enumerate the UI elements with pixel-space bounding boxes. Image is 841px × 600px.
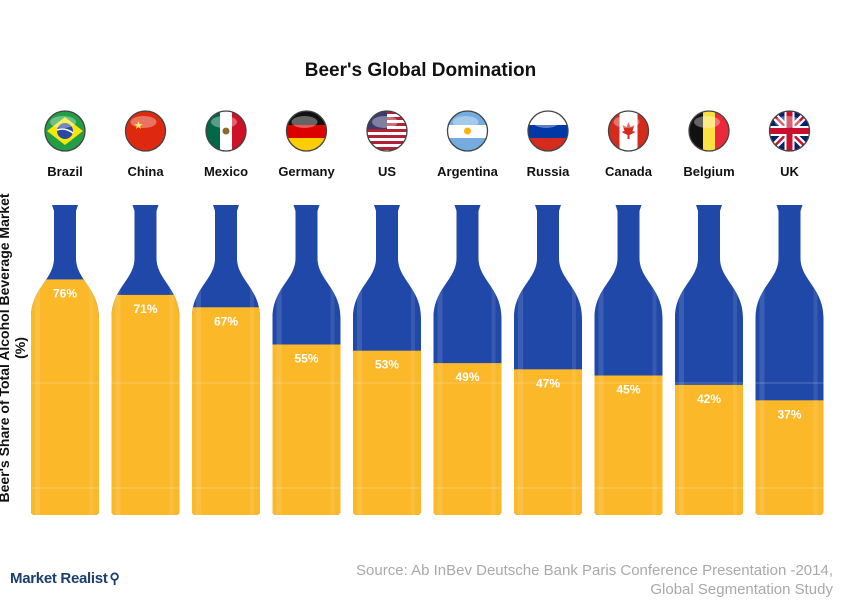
category-label: Russia	[527, 164, 570, 179]
uk-flag-icon	[768, 110, 811, 152]
magnifier-icon: ⚲	[109, 570, 120, 586]
germany-flag-icon	[285, 110, 328, 152]
source-note: Source: Ab InBev Deutsche Bank Paris Con…	[356, 561, 833, 599]
bottle-beer-fill	[353, 350, 421, 515]
value-label: 53%	[375, 358, 399, 372]
value-label: 49%	[455, 370, 479, 384]
us-flag-icon	[366, 110, 408, 152]
bar-mexico: 67%	[192, 205, 260, 515]
bottle-beer-fill	[755, 400, 824, 515]
bottle-beer-fill	[514, 369, 582, 515]
value-label: 67%	[214, 314, 238, 328]
bar-us: 53%	[353, 205, 421, 515]
source-line-1: Source: Ab InBev Deutsche Bank Paris Con…	[356, 562, 833, 579]
category-label: Mexico	[204, 164, 248, 179]
bar-brazil: 76%	[31, 205, 99, 515]
brazil-flag-icon	[44, 110, 86, 152]
value-label: 47%	[536, 376, 560, 390]
bar-belgium: 42%	[675, 205, 743, 515]
russia-flag-icon	[527, 110, 569, 152]
brand-logo: Market Realist ⚲	[10, 570, 120, 587]
value-label: 45%	[616, 383, 640, 397]
category-label: China	[127, 164, 164, 179]
value-label: 76%	[53, 286, 77, 300]
bar-argentina: 49%	[433, 205, 502, 515]
category-label: US	[378, 164, 396, 179]
bottle-beer-fill	[31, 279, 99, 515]
svg-text:★: ★	[134, 120, 144, 132]
argentina-flag-icon	[446, 110, 489, 152]
china-flag-icon: ★	[124, 110, 167, 152]
value-label: 71%	[133, 302, 157, 316]
bar-russia: 47%	[514, 205, 582, 515]
category-label: Brazil	[47, 164, 82, 179]
bottle-beer-fill	[111, 294, 180, 515]
category-label: Canada	[605, 164, 653, 179]
chart-title: Beer's Global Domination	[304, 60, 537, 81]
brand-name: Market Realist	[10, 570, 108, 587]
bottle-beer-fill	[594, 375, 663, 515]
value-label: 55%	[294, 352, 318, 366]
value-label: 37%	[777, 407, 801, 421]
category-label: Germany	[278, 164, 335, 179]
category-label: Belgium	[683, 164, 734, 179]
bar-uk: 37%	[755, 205, 824, 515]
bottle-beer-fill	[192, 307, 260, 515]
bottle-beer-fill	[272, 344, 341, 515]
source-line-2: Global Segmentation Study	[650, 581, 833, 598]
category-label: UK	[780, 164, 799, 179]
bottle-beer-fill	[433, 363, 502, 515]
bottle-beer-fill	[675, 384, 743, 515]
canada-flag-icon	[607, 110, 650, 152]
bar-china: 71%	[111, 205, 180, 515]
mexico-flag-icon	[205, 110, 247, 152]
category-label: Argentina	[437, 164, 498, 179]
bar-canada: 45%	[594, 205, 663, 515]
bar-germany: 55%	[272, 205, 341, 515]
belgium-flag-icon	[688, 110, 730, 152]
value-label: 42%	[697, 392, 721, 406]
